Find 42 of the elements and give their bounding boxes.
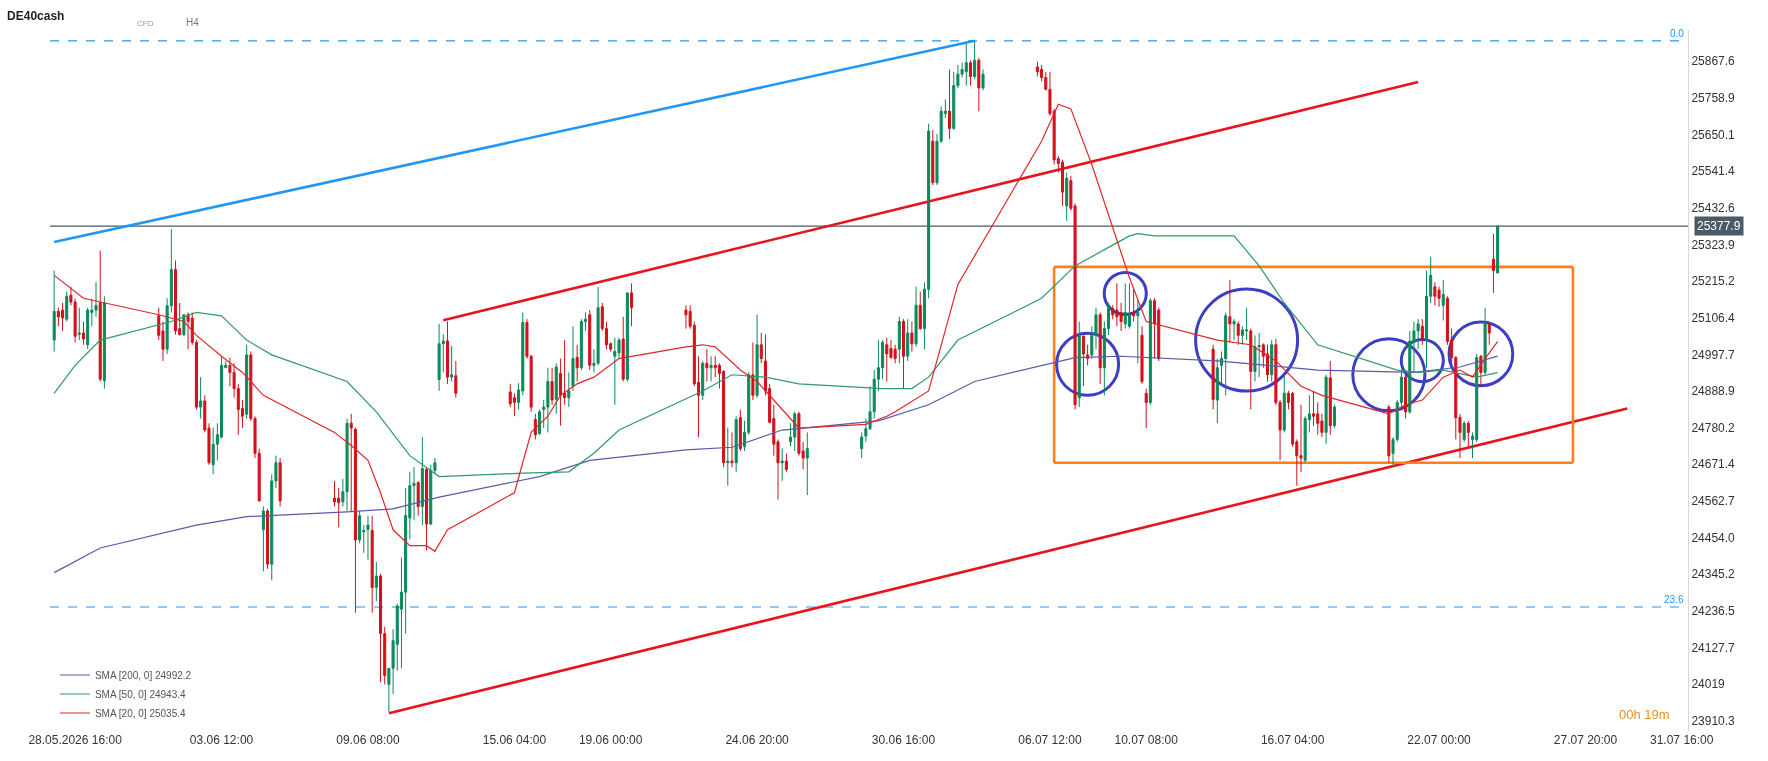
y-tick-label: 24345.2 bbox=[1691, 567, 1736, 582]
x-tick-label: 03.06 12:00 bbox=[189, 733, 254, 747]
text: H4 bbox=[186, 17, 200, 28]
x-tick-label: 22.07 00:00 bbox=[1407, 733, 1472, 747]
chart-title: DE40cash bbox=[7, 8, 65, 23]
y-tick-label: 25432.6 bbox=[1691, 200, 1736, 215]
text: CFD bbox=[137, 19, 154, 28]
x-tick-label: 27.07 20:00 bbox=[1553, 733, 1618, 747]
annotation: 00h 19m bbox=[1619, 707, 1670, 722]
x-tick-label: 30.06 16:00 bbox=[871, 733, 936, 747]
ref-line-label: 25377.9 bbox=[1697, 219, 1741, 233]
legend-label: SMA [20, 0] 25035.4 bbox=[94, 707, 186, 719]
x-tick-label: 16.07 04:00 bbox=[1260, 733, 1325, 747]
y-tick-label: 25758.9 bbox=[1691, 90, 1736, 105]
annotation: 0.0 bbox=[1670, 28, 1685, 39]
y-tick-label: 24236.5 bbox=[1691, 604, 1736, 619]
x-tick-label: 09.06 08:00 bbox=[336, 733, 400, 747]
annotation: 23.6 bbox=[1664, 594, 1684, 605]
y-tick-label: 25215.2 bbox=[1691, 274, 1736, 289]
y-tick-label: 23910.3 bbox=[1691, 713, 1736, 728]
x-tick-label: 24.06 20:00 bbox=[725, 733, 790, 747]
x-tick-label: 10.07 08:00 bbox=[1114, 733, 1179, 747]
x-tick-label: 31.07 16:00 bbox=[1650, 733, 1714, 747]
y-tick-label: 24454.0 bbox=[1691, 530, 1736, 545]
y-tick-label: 24127.7 bbox=[1691, 640, 1736, 655]
y-tick-label: 25541.4 bbox=[1691, 164, 1736, 179]
y-tick-label: 25323.9 bbox=[1691, 237, 1736, 252]
y-tick-label: 24671.4 bbox=[1691, 457, 1736, 472]
legend-label: SMA [200, 0] 24992.2 bbox=[94, 669, 192, 681]
y-tick-label: 25867.6 bbox=[1691, 54, 1736, 69]
y-tick-label: 25106.4 bbox=[1691, 310, 1736, 325]
y-tick-label: 25650.1 bbox=[1691, 127, 1736, 142]
x-tick-label: 15.06 04:00 bbox=[482, 733, 547, 747]
legend-label: SMA [50, 0] 24943.4 bbox=[94, 688, 186, 700]
y-tick-label: 24780.2 bbox=[1691, 420, 1736, 435]
x-tick-label: 28.05.2026 16:00 bbox=[28, 733, 123, 747]
y-tick-label: 24888.9 bbox=[1691, 384, 1736, 399]
x-tick-label: 19.06 00:00 bbox=[578, 733, 643, 747]
y-tick-label: 24562.7 bbox=[1691, 494, 1736, 509]
y-tick-label: 24019 bbox=[1691, 677, 1726, 692]
x-tick-label: 06.07 12:00 bbox=[1018, 733, 1082, 747]
y-tick-label: 24997.7 bbox=[1691, 347, 1736, 362]
